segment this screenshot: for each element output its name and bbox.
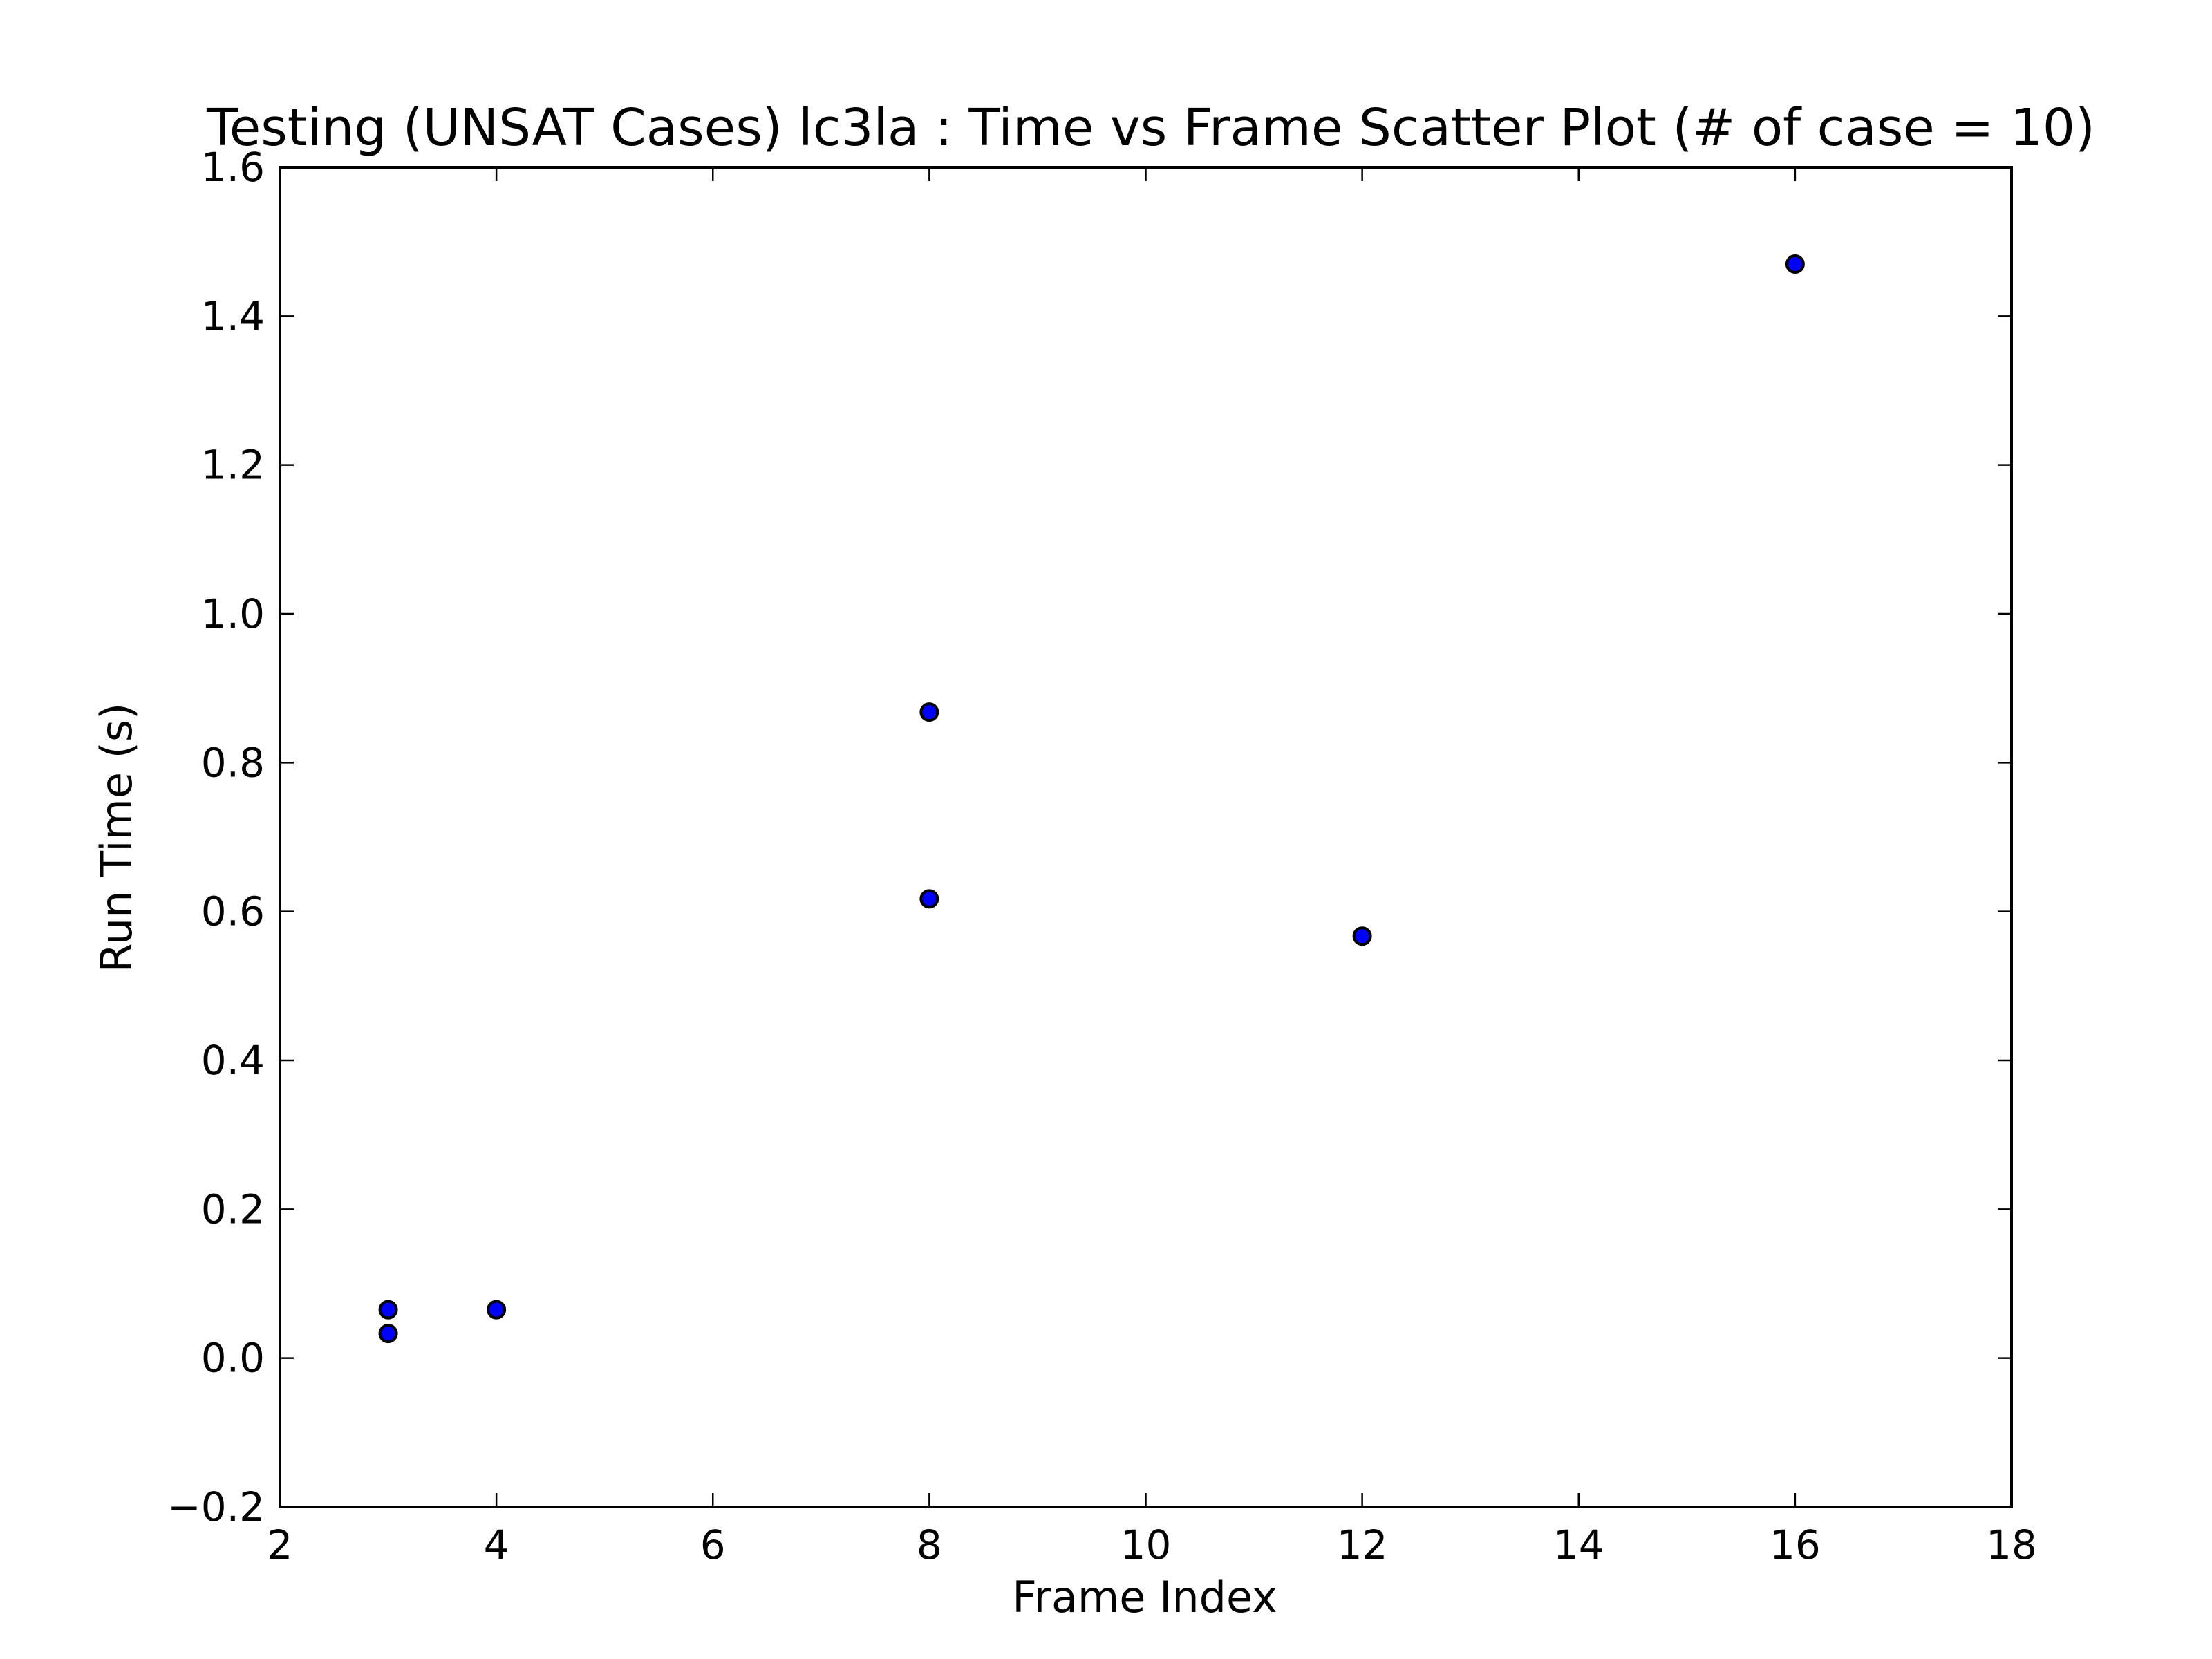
x-tick-label: 10 [1121,1521,1172,1568]
x-tick-label: 2 [268,1521,293,1568]
x-tick-label: 6 [700,1521,726,1568]
x-tick-label: 12 [1337,1521,1388,1568]
data-point [378,1300,398,1320]
x-tick-label: 18 [1986,1521,2037,1568]
data-point [1352,926,1372,946]
y-tick-label: 1.4 [201,292,265,339]
data-point [1785,254,1805,274]
data-point [919,702,939,722]
x-tick-label: 4 [484,1521,509,1568]
data-point [487,1300,507,1320]
x-axis-title: Frame Index [1012,1572,1277,1622]
data-point [919,889,939,909]
chart-title: Testing (UNSAT Cases) lc3la : Time vs Fr… [206,98,2095,158]
y-tick-label: 0.4 [201,1037,265,1084]
y-tick-label: 0.0 [201,1335,265,1382]
x-tick-label: 16 [1770,1521,1821,1568]
data-point [378,1324,398,1344]
plot-area-frame [279,166,2013,1508]
y-tick-label: 0.2 [201,1185,265,1232]
y-axis-title: Run Time (s) [91,703,142,973]
y-tick-label: 0.6 [201,888,265,935]
y-tick-label: −0.2 [167,1483,265,1530]
y-tick-label: 1.2 [201,442,265,489]
x-tick-label: 8 [917,1521,942,1568]
y-tick-label: 1.6 [201,144,265,191]
y-tick-label: 1.0 [201,590,265,637]
y-tick-label: 0.8 [201,739,265,786]
x-tick-label: 14 [1553,1521,1604,1568]
